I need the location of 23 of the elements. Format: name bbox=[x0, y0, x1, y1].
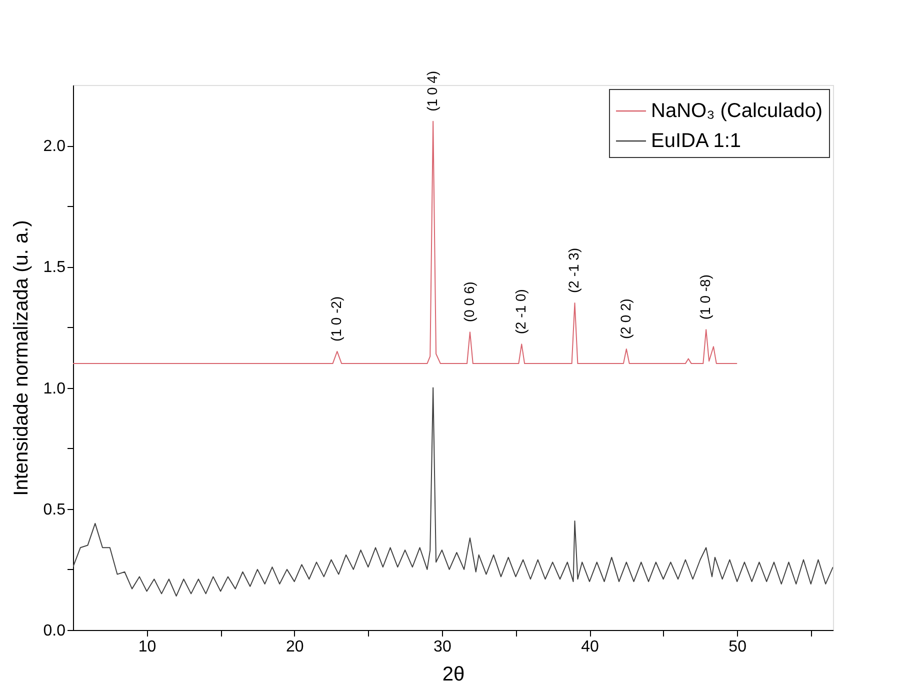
annotation: (1 0 -2) bbox=[328, 296, 344, 342]
annotation: (0 0 6) bbox=[460, 282, 477, 322]
legend-label: NaNO₃ (Calculado) bbox=[651, 100, 823, 122]
annotation: (1 0 4) bbox=[424, 70, 440, 112]
legend-label: EuIDA 1:1 bbox=[651, 130, 742, 152]
annotation: (2 -1 3) bbox=[566, 248, 582, 293]
x-tick-label: 40 bbox=[581, 638, 600, 656]
y-tick-label: 0.0 bbox=[43, 622, 66, 640]
annotation: (1 0 -8) bbox=[697, 274, 714, 320]
line-series bbox=[73, 120, 738, 364]
annotation: (2 0 2) bbox=[617, 298, 634, 340]
annotation: (2 -1 0) bbox=[512, 289, 529, 334]
y-tick-label: 1.5 bbox=[43, 259, 66, 276]
y-axis-title: Intensidade normalizada (u. a.) bbox=[10, 220, 32, 496]
x-tick-label: 20 bbox=[286, 638, 304, 656]
x-tick-label: 10 bbox=[138, 638, 156, 656]
x-tick-label: 50 bbox=[728, 638, 747, 656]
x-tick-label: 30 bbox=[434, 638, 452, 656]
y-tick-label: 0.5 bbox=[43, 501, 66, 518]
line-series bbox=[73, 387, 833, 597]
y-tick-label: 1.0 bbox=[43, 380, 66, 398]
y-tick-label: 2.0 bbox=[43, 138, 66, 156]
x-axis-title: 2θ bbox=[442, 664, 465, 686]
